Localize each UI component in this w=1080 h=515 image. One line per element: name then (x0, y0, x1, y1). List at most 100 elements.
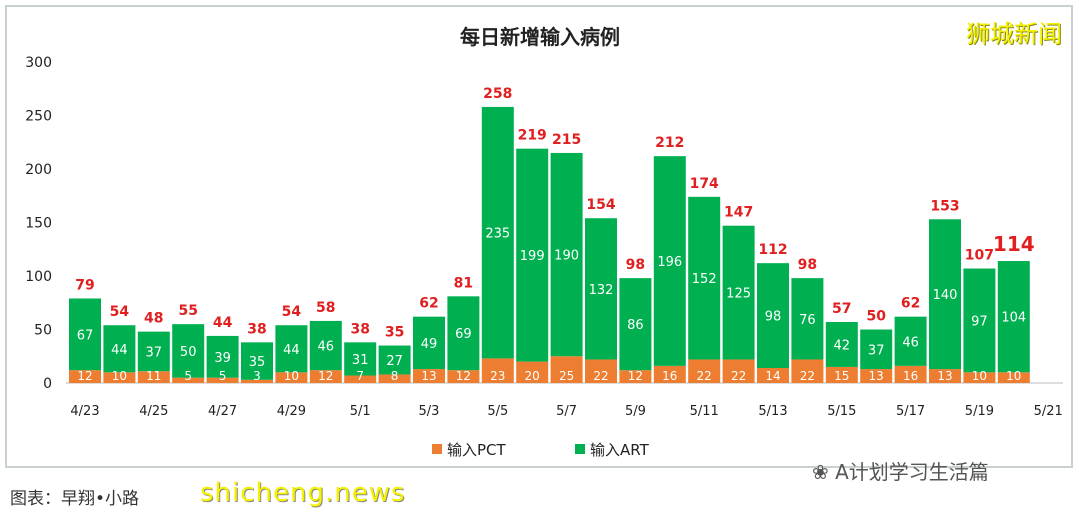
data-label-total: 48 (144, 311, 163, 327)
bar-art (550, 152, 583, 357)
legend-swatch (575, 444, 585, 454)
bar-pct (585, 359, 617, 383)
data-label-art: 125 (726, 287, 751, 302)
y-tick-label: 50 (34, 323, 52, 339)
data-label-art: 44 (283, 343, 300, 358)
data-label-pct: 25 (559, 369, 574, 383)
legend-label: 输入ART (590, 441, 650, 459)
y-tick-label: 300 (25, 55, 52, 71)
data-label-total: 44 (213, 315, 233, 331)
bar-pct (241, 379, 273, 383)
bar-art (275, 325, 308, 373)
data-label-pct: 12 (77, 369, 92, 383)
data-label-art: 199 (520, 249, 545, 264)
data-label-art: 49 (421, 337, 438, 352)
data-label-total: 174 (690, 176, 719, 192)
data-label-total: 81 (454, 275, 473, 291)
bar-art (413, 316, 445, 370)
data-label-total: 38 (247, 321, 266, 337)
bar-art (69, 298, 101, 371)
data-label-pct: 12 (628, 369, 643, 383)
data-label-pct: 16 (662, 369, 677, 383)
data-label-art: 132 (589, 283, 614, 298)
data-label-pct: 10 (284, 369, 299, 383)
bar-pct (137, 371, 170, 383)
bar-pct (653, 365, 686, 383)
bar-pct (275, 372, 308, 383)
data-label-total: 62 (901, 296, 920, 312)
bar-pct (722, 359, 755, 383)
data-label-total: 98 (626, 257, 645, 273)
bar-pct (929, 369, 961, 383)
logo-text: 狮城新闻 (966, 20, 1062, 48)
x-tick-label: 5/17 (896, 404, 925, 419)
bar-art (688, 196, 721, 360)
data-label-pct: 7 (356, 369, 364, 383)
footer-caption: 图表：早翔•小路 (10, 489, 140, 509)
data-label-art: 27 (386, 354, 403, 369)
data-label-art: 46 (318, 340, 335, 355)
bar-pct (791, 359, 824, 383)
data-label-pct: 5 (184, 369, 192, 383)
x-tick-label: 4/25 (139, 404, 168, 419)
watermark: shicheng.news (200, 478, 406, 508)
bar-art (894, 316, 927, 366)
bar-art (137, 331, 170, 372)
x-tick-label: 5/21 (1034, 404, 1063, 419)
data-label-art: 140 (933, 288, 958, 303)
data-label-pct: 11 (146, 369, 161, 383)
bar-art (757, 263, 789, 369)
bar-art (585, 218, 617, 360)
data-label-total: 35 (385, 325, 404, 341)
data-label-art: 50 (180, 345, 197, 360)
data-label-total: 258 (483, 86, 512, 102)
data-label-pct: 12 (318, 369, 333, 383)
bar-art (516, 148, 549, 362)
data-label-pct: 3 (253, 369, 261, 383)
data-label-pct: 23 (490, 369, 505, 383)
x-tick-label: 4/23 (70, 404, 99, 419)
bar-art (172, 324, 205, 378)
y-tick-label: 250 (25, 109, 52, 125)
bar-art (791, 278, 824, 360)
bar-art (206, 335, 239, 378)
bar-pct (69, 370, 101, 383)
bar-art (722, 225, 755, 360)
data-label-pct: 10 (972, 369, 987, 383)
bar-pct (344, 375, 377, 383)
data-label-art: 31 (352, 353, 369, 368)
legend-swatch (432, 444, 442, 454)
data-label-art: 235 (485, 227, 510, 242)
bar-pct (619, 370, 652, 383)
data-label-pct: 13 (937, 369, 952, 383)
data-label-pct: 15 (834, 369, 849, 383)
bar-art (309, 320, 342, 371)
bar-art (653, 156, 686, 366)
data-label-art: 35 (249, 355, 266, 370)
bar-pct (825, 366, 858, 383)
data-label-total: 153 (930, 198, 959, 214)
bar-pct (997, 372, 1030, 383)
data-label-total: 79 (75, 277, 94, 293)
data-label-total: 147 (724, 205, 753, 221)
y-tick-label: 0 (43, 376, 52, 392)
data-label-total: 38 (350, 321, 369, 337)
bar-art (447, 296, 480, 371)
bar-art (378, 345, 411, 375)
data-label-pct: 16 (903, 369, 918, 383)
data-label-art: 44 (111, 343, 128, 358)
data-label-art: 104 (1001, 311, 1026, 326)
data-label-art: 37 (868, 343, 885, 358)
data-label-pct: 12 (456, 369, 471, 383)
data-label-pct: 13 (869, 369, 884, 383)
data-label-total: 54 (110, 304, 130, 320)
bar-pct (206, 377, 239, 383)
bar-pct (378, 374, 411, 383)
data-label-art: 190 (554, 249, 579, 264)
chart-frame (5, 5, 1073, 468)
data-label-pct: 10 (112, 369, 127, 383)
x-tick-label: 5/3 (419, 404, 440, 419)
wechat-source-label: A计划学习生活篇 (835, 460, 989, 484)
bar-pct (860, 369, 893, 383)
